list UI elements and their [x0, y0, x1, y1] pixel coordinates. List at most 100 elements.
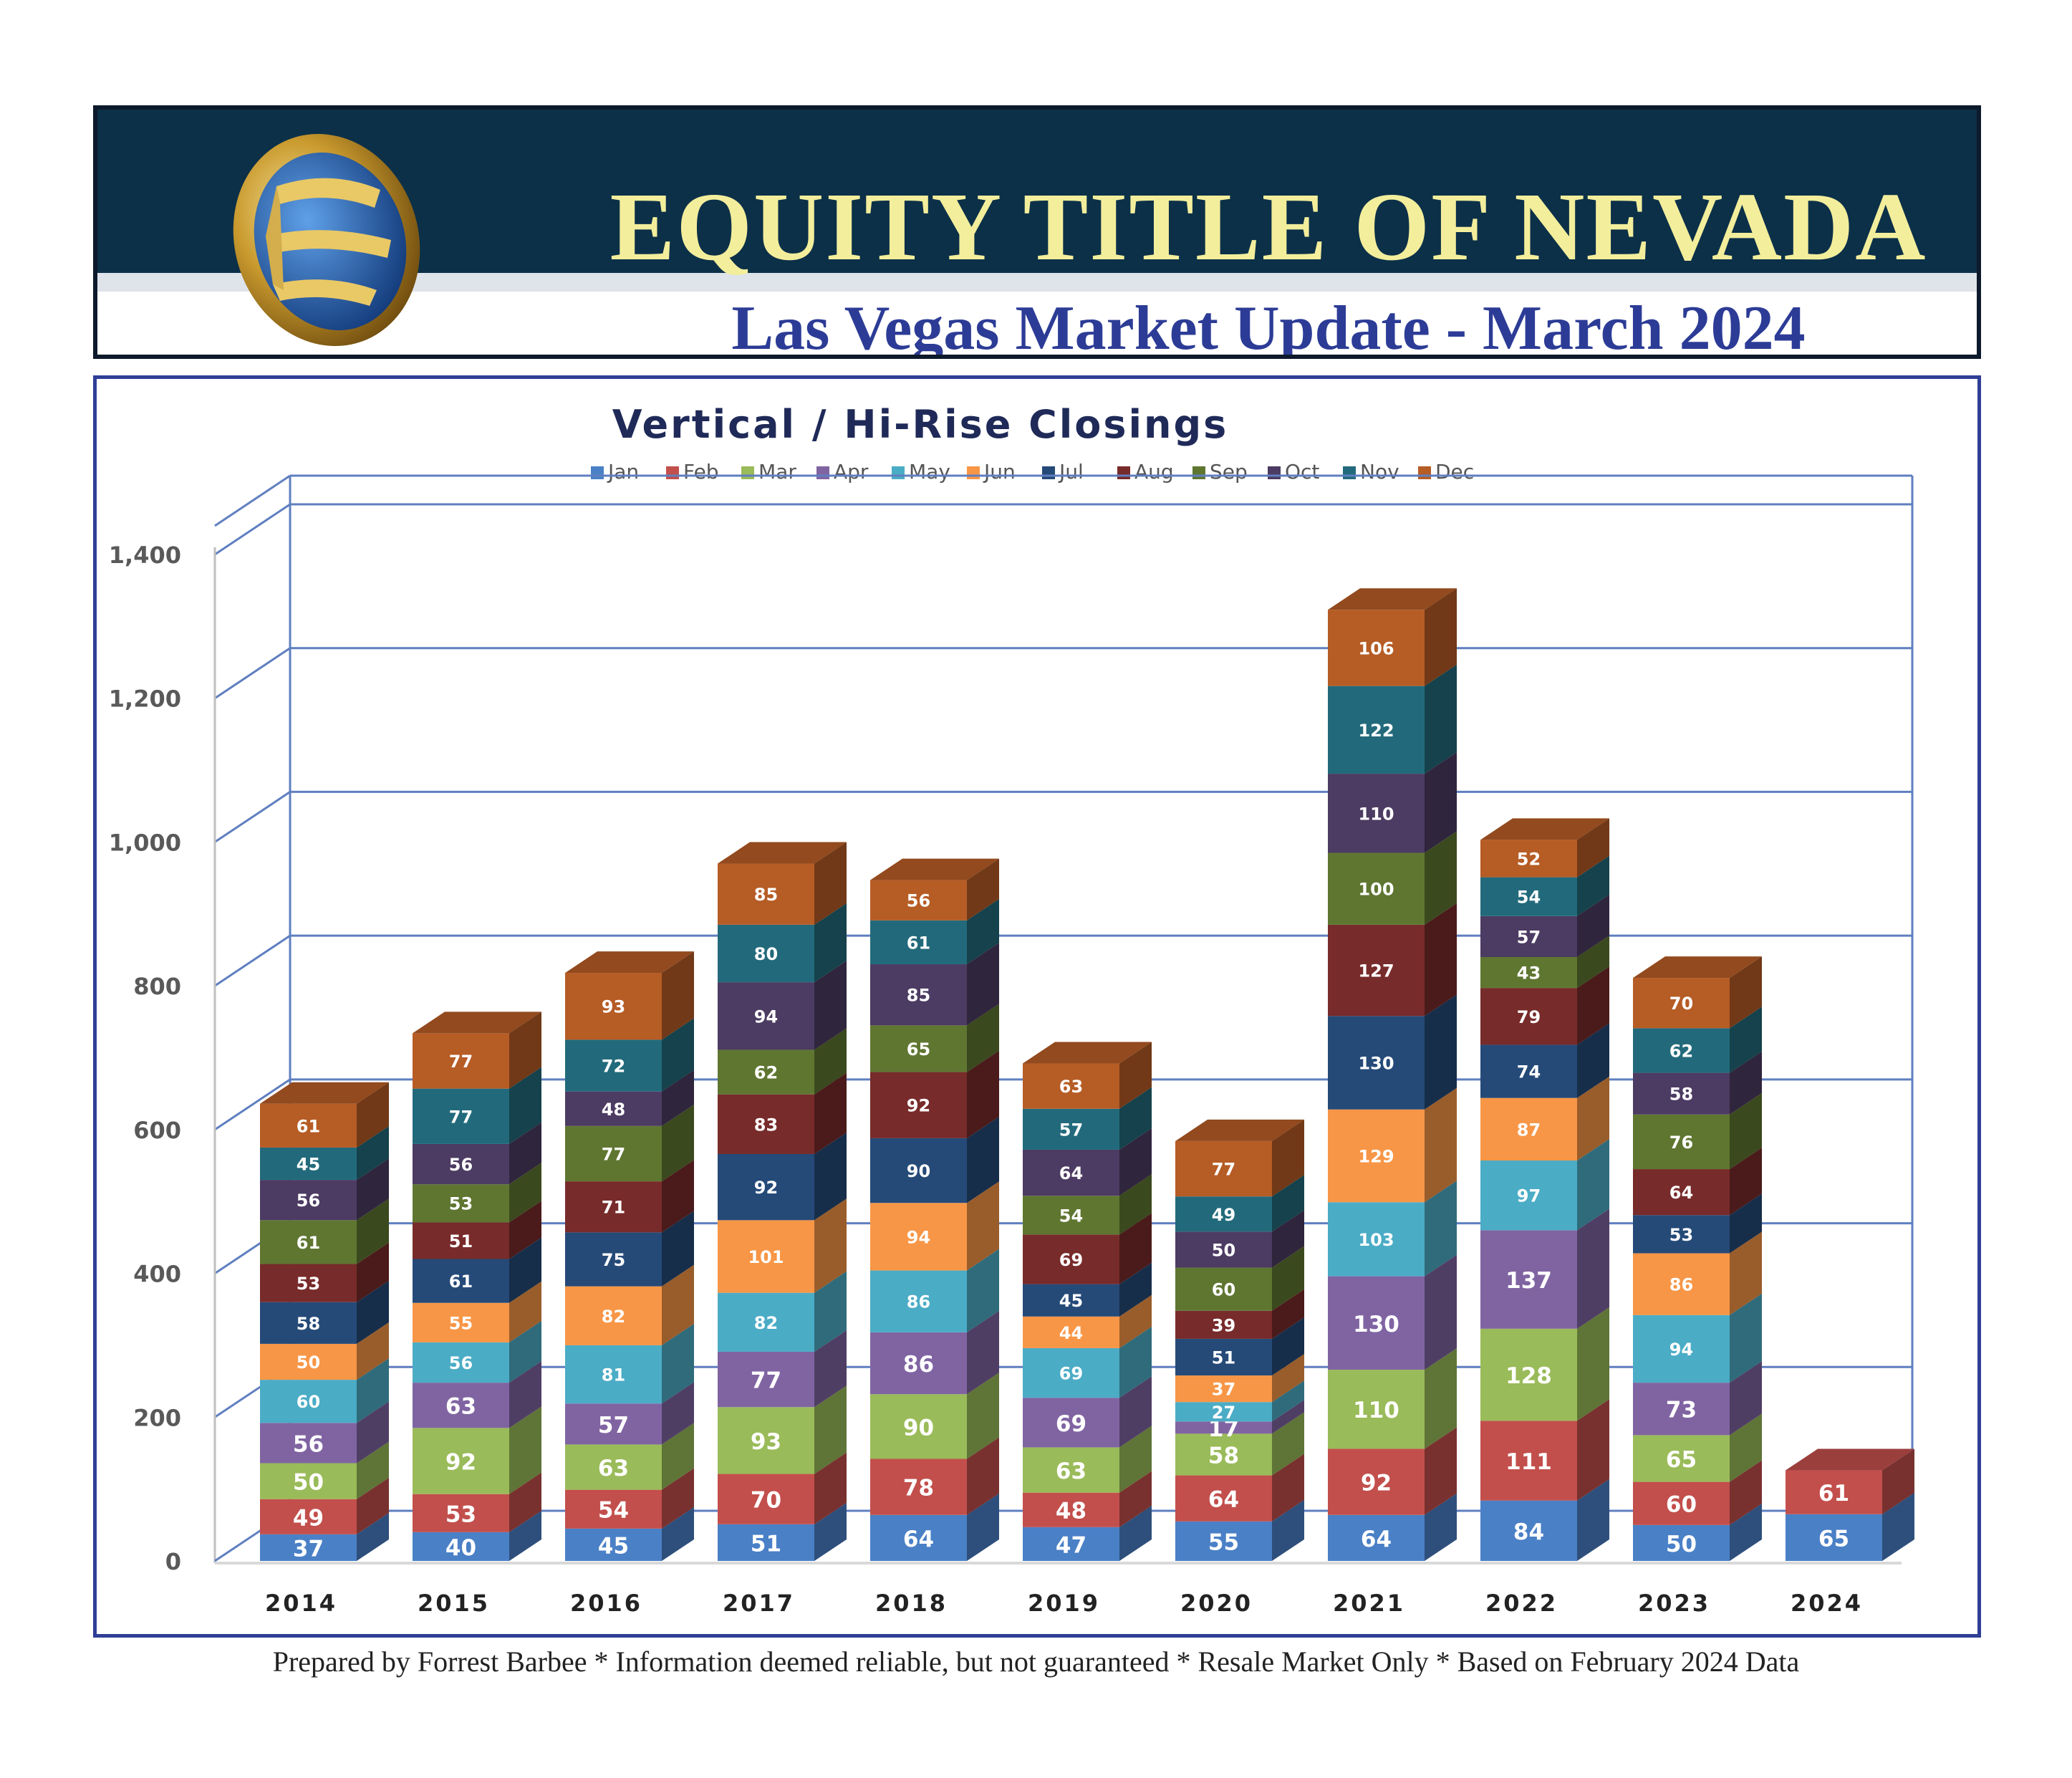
bar-front [1175, 1402, 1272, 1422]
bar-side [1119, 1294, 1152, 1348]
bar-front [718, 1153, 814, 1221]
data-label: 53 [1669, 1225, 1693, 1245]
legend-swatch [892, 466, 905, 479]
bar-segment-2018-aug: 92 [870, 1050, 999, 1138]
data-label: 49 [293, 1505, 324, 1531]
bar-front [1633, 1072, 1730, 1115]
bar-side [509, 1237, 541, 1303]
legend-swatch [1268, 466, 1281, 479]
bar-side [814, 1330, 847, 1408]
bar-front [1023, 1398, 1119, 1448]
bar-segment-2021-oct: 110 [1328, 752, 1457, 853]
bar-segment-2018-oct: 85 [870, 943, 999, 1026]
data-label: 63 [1059, 1077, 1083, 1097]
bar-side [967, 898, 999, 965]
data-label: 90 [907, 1161, 930, 1181]
data-label: 86 [903, 1352, 934, 1378]
data-label: 63 [445, 1394, 476, 1420]
bar-side [357, 1125, 389, 1181]
footer-disclaimer: Prepared by Forrest Barbee * Information… [272, 1645, 1800, 1678]
bar-top [413, 1011, 541, 1034]
data-label: 55 [449, 1313, 473, 1333]
data-label: 64 [1059, 1163, 1083, 1183]
bar-side [1730, 1231, 1762, 1315]
bar-front [1175, 1267, 1272, 1311]
bar-side [1272, 1317, 1304, 1376]
bar-front [1328, 686, 1425, 774]
bar-front [1023, 1234, 1119, 1284]
bar-side [1119, 1471, 1152, 1527]
bar-side [1577, 1479, 1609, 1561]
bar-side [1425, 1427, 1457, 1515]
data-label: 58 [297, 1314, 320, 1334]
bar-segment-2020-aug: 39 [1175, 1289, 1304, 1339]
bar-segment-2017-nov: 80 [718, 903, 847, 983]
bar-side [1577, 1076, 1609, 1161]
bar-segment-2014-sep: 61 [260, 1198, 389, 1264]
bar-side [1425, 664, 1457, 774]
bar-side [1730, 956, 1762, 1029]
bar-segment-2019-may: 69 [1023, 1326, 1152, 1398]
bar-side [967, 943, 999, 1026]
data-label: 27 [1212, 1403, 1235, 1423]
data-label: 77 [449, 1107, 473, 1127]
bar-side [662, 1468, 694, 1529]
legend-label: Feb [683, 460, 719, 484]
bar-side [814, 903, 847, 983]
bar-front [1023, 1316, 1119, 1348]
bar-front [1175, 1196, 1272, 1232]
data-label: 49 [1212, 1205, 1235, 1225]
bar-side [662, 1507, 694, 1561]
data-label: 64 [1208, 1487, 1239, 1513]
bar-front [1633, 1481, 1730, 1525]
legend-label: Mar [758, 460, 796, 484]
data-label: 94 [1669, 1340, 1693, 1360]
bar-segment-2017-sep: 62 [718, 1028, 847, 1095]
bar-front [870, 1514, 967, 1561]
bar-segment-2014-jun: 50 [260, 1322, 389, 1380]
bar-side [509, 1281, 541, 1342]
data-label: 85 [754, 885, 778, 905]
data-label: 57 [598, 1413, 629, 1438]
bar-side [662, 1104, 694, 1182]
bar-segment-2018-mar: 90 [870, 1373, 999, 1459]
data-label: 69 [1056, 1411, 1086, 1437]
bar-segment-2014-apr: 56 [260, 1401, 389, 1464]
data-label: 71 [602, 1198, 625, 1218]
bar-side [1272, 1119, 1304, 1197]
bar-front [413, 1428, 509, 1494]
bar-side [1882, 1448, 1914, 1514]
bar-segment-2023-nov: 62 [1633, 1006, 1762, 1073]
bar-segment-2018-may: 86 [870, 1249, 999, 1332]
bar-front [870, 1203, 967, 1271]
bar-front [1023, 1063, 1119, 1109]
bar-front [413, 1184, 509, 1223]
bar-segment-2018-nov: 61 [870, 898, 999, 965]
y-tick-label: 1,200 [109, 686, 181, 713]
bar-top [1633, 956, 1762, 979]
data-label: 86 [1669, 1275, 1693, 1295]
data-label: 50 [297, 1352, 320, 1373]
bar-side [1730, 1293, 1762, 1383]
bar-side [967, 1050, 999, 1138]
legend-label: Aug [1134, 460, 1174, 484]
bar-side [1119, 1262, 1152, 1317]
bar-segment-2017-feb: 70 [718, 1452, 847, 1524]
data-label: 110 [1358, 804, 1394, 824]
bar-front [1175, 1421, 1272, 1434]
bar-side [1577, 1208, 1609, 1329]
bar-front [565, 1286, 662, 1345]
bar-side [967, 1004, 999, 1072]
bar-side [1425, 752, 1457, 853]
bar-front [718, 982, 814, 1050]
data-label: 45 [1059, 1291, 1083, 1311]
bar-segment-2023-aug: 64 [1633, 1148, 1762, 1216]
bar-side [509, 1361, 541, 1428]
x-tick-label: 2024 [1791, 1590, 1863, 1617]
bar-side [1577, 966, 1609, 1045]
data-label: 92 [754, 1178, 778, 1198]
bar-stack-2018: 64 78 90 86 86 94 90 92 65 85 61 56 2018 [870, 858, 999, 1617]
bar-front [1633, 1524, 1730, 1561]
bar-side [814, 1271, 847, 1352]
